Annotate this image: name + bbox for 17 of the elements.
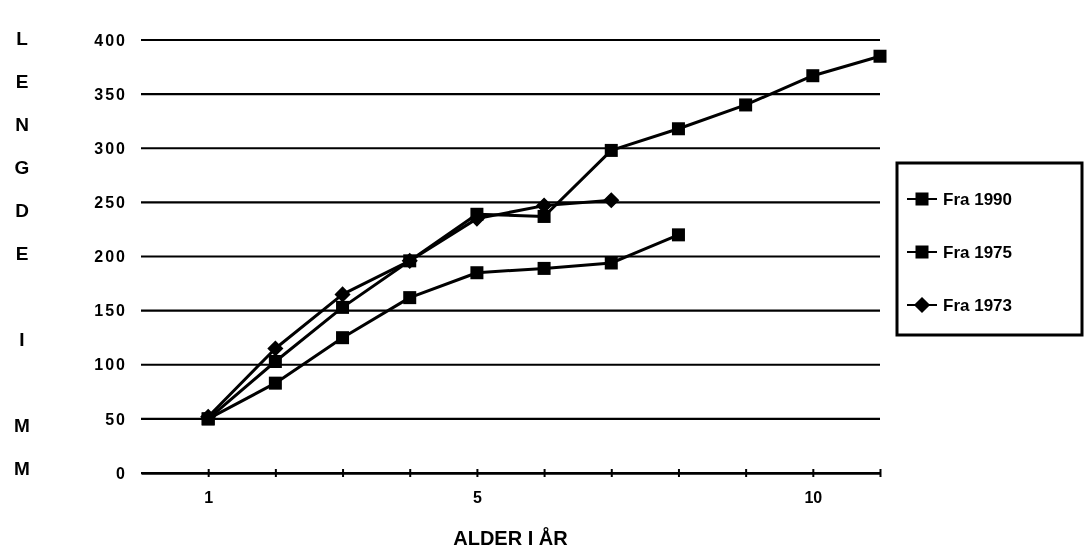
y-axis-title: LENGDE I MM xyxy=(11,28,33,501)
x-axis-title: ALDER I ÅR xyxy=(453,526,569,549)
y-tick-label: 100 xyxy=(94,356,127,374)
y-tick-label: 250 xyxy=(94,193,127,211)
y-tick-label: 150 xyxy=(94,302,127,320)
x-tick-label: 10 xyxy=(804,489,823,507)
y-tick-label: 350 xyxy=(94,85,127,103)
x-tick-label: 5 xyxy=(472,489,482,507)
legend-label: Fra 1973 xyxy=(943,296,1012,315)
y-tick-label: 0 xyxy=(116,464,127,482)
legend-label: Fra 1975 xyxy=(943,243,1012,262)
legend-label: Fra 1990 xyxy=(943,190,1012,209)
y-tick-label: 400 xyxy=(94,31,127,49)
y-tick-label: 200 xyxy=(94,248,127,266)
y-tick-label: 50 xyxy=(105,410,127,428)
y-tick-label: 300 xyxy=(94,139,127,157)
x-tick-label: 1 xyxy=(204,489,214,507)
